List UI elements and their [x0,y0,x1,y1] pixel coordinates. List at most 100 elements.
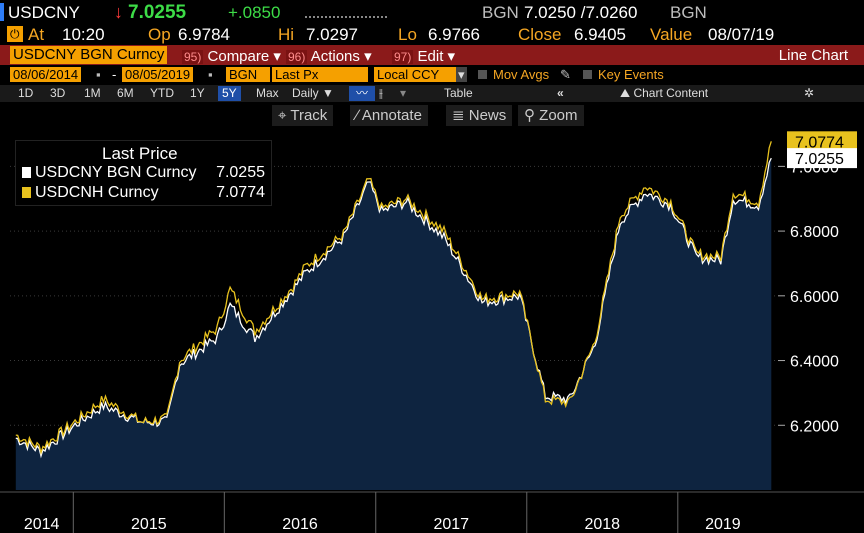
chevron-down-icon: ▼ [322,86,334,100]
date-separator: - [112,67,117,82]
track-label: Track [290,107,328,124]
period-max[interactable]: Max [256,86,279,100]
chevron-down-icon: ▾ [364,48,372,65]
end-date-field[interactable]: 08/05/2019 [122,67,194,82]
chevron-down-icon[interactable]: ▾ [456,67,467,82]
chevron-down-icon[interactable]: ▾ [400,86,407,100]
alert-icon[interactable]: ⏻ [7,26,23,42]
edit-num: 97) [392,50,414,64]
bar-chart-icon[interactable]: ⫲ [379,86,383,100]
line-chart-icon[interactable]: 〰 [349,86,375,101]
legend-title: Last Price [102,144,178,163]
zoom-button[interactable]: ⚲ Zoom [518,105,584,126]
period-3d[interactable]: 3D [50,86,66,100]
chart-legend: Last Price USDCNY BGN Curncy 7.0255 USDC… [15,140,272,206]
pencil-icon[interactable]: ✎ [560,67,571,82]
y-tick-label: 6.4000 [790,354,839,371]
frequency-label: Daily [292,86,319,100]
x-tick-label: 2017 [433,516,469,533]
calendar-icon[interactable]: ▪ [96,67,101,82]
news-icon: ≣ [452,107,465,124]
value-date: 08/07/19 [708,25,775,44]
annotate-label: Annotate [361,107,422,124]
swatch-gold [22,187,31,198]
sparkline [305,16,387,18]
key-events-checkbox[interactable] [583,70,592,79]
edit-label: Edit [417,48,444,65]
zoom-label: Zoom [539,107,578,124]
security-field[interactable]: USDCNY BGN Curncy [10,46,168,64]
series-line-usdcnh [15,141,772,456]
period-1d[interactable]: 1D [18,86,34,100]
x-tick-label: 2014 [24,516,60,533]
high-label: Hi [278,25,295,44]
at-label: At [28,25,45,44]
collapse-icon[interactable]: « [557,86,564,100]
ticker[interactable]: USDCNY [8,3,80,22]
y-tick-label: 6.6000 [790,289,839,306]
y-tick-label: 6.2000 [790,418,839,435]
open-value: 6.9784 [178,25,230,44]
x-axis: 2014 2015 2016 2017 2018 2019 [0,491,864,533]
legend-name-usdcnh: USDCNH Curncy [35,184,159,201]
table-button[interactable]: Table [444,86,473,100]
compare-button[interactable]: 95) Compare ▾ [182,47,281,65]
price-area [15,158,772,490]
news-button[interactable]: ≣ News [446,105,513,126]
annotate-button[interactable]: ∕ Annotate [350,105,428,126]
x-tick-label: 2018 [584,516,620,533]
legend-value-usdcnh: 7.0774 [216,184,265,201]
high-value: 7.0297 [306,25,358,44]
period-ytd[interactable]: YTD [150,86,174,100]
legend-item-usdcny[interactable]: USDCNY BGN Curncy [22,164,197,182]
start-date-field[interactable]: 08/06/2014 [10,67,82,82]
close-value: 6.9405 [574,25,626,44]
net-change: +.0850 [228,3,281,22]
period-1y[interactable]: 1Y [190,86,205,100]
calendar-icon[interactable]: ▪ [208,67,213,82]
x-tick-label: 2016 [282,516,318,533]
close-label: Close [518,25,562,44]
source-field[interactable]: BGN [226,67,270,82]
period-6m[interactable]: 6M [117,86,134,100]
quote-header: USDCNY ↓ 7.0255 +.0850 BGN 7.0250 /7.026… [0,0,864,25]
actions-num: 96) [286,50,308,64]
key-events-label: Key Events [598,67,664,82]
menu-bar: USDCNY BGN Curncy 95) Compare ▾ 96) Acti… [0,45,864,65]
last-tag-usdcny: 7.0255 [795,151,844,168]
edit-button[interactable]: 97) Edit ▾ [392,47,455,65]
last-tag-usdcny-box [787,148,857,169]
legend-item-usdcnh[interactable]: USDCNH Curncy [22,184,159,202]
field-select[interactable]: Last Px [272,67,368,82]
down-arrow-icon: ↓ [114,2,123,22]
period-1m[interactable]: 1M [84,86,101,100]
gear-icon[interactable]: ✲ [804,86,815,100]
low-label: Lo [398,25,417,44]
mov-avgs-label: Mov Avgs [493,67,550,82]
mov-avgs-checkbox[interactable] [478,70,487,79]
period-5y[interactable]: 5Y [218,86,241,101]
price-source-2: BGN [670,3,707,22]
last-tag-usdcnh: 7.0774 [795,134,844,151]
chart-toolbar: ⌖ Track ∕ Annotate ≣ News ⚲ Zoom [0,103,864,128]
compare-label: Compare [207,48,270,65]
currency-select[interactable]: Local CCY [374,67,462,82]
chart-content-icon: ⛰ [620,86,631,100]
track-button[interactable]: ⌖ Track [272,105,334,126]
swatch-white [22,167,31,178]
legend-value-usdcny: 7.0255 [216,164,265,181]
chevron-down-icon: ▾ [447,48,456,65]
crosshair-icon: ⌖ [278,107,287,124]
x-tick-label: 2015 [131,516,167,533]
frequency-select[interactable]: Daily ▼ [288,86,338,101]
chevron-down-icon: ▾ [273,48,281,65]
annotate-icon: ∕ [356,107,359,124]
actions-button[interactable]: 96) Actions ▾ [286,47,372,65]
period-bar: 1D 3D 1M 6M YTD 1Y 5Y Max Daily ▼ 〰 ⫲ ▾ … [0,85,864,102]
last-tag-usdcnh-box [787,131,857,152]
ticker-marker [0,3,4,21]
chart-type-label: Line Chart [778,47,848,64]
chart-content-button[interactable]: ⛰ Chart Content [616,86,712,101]
